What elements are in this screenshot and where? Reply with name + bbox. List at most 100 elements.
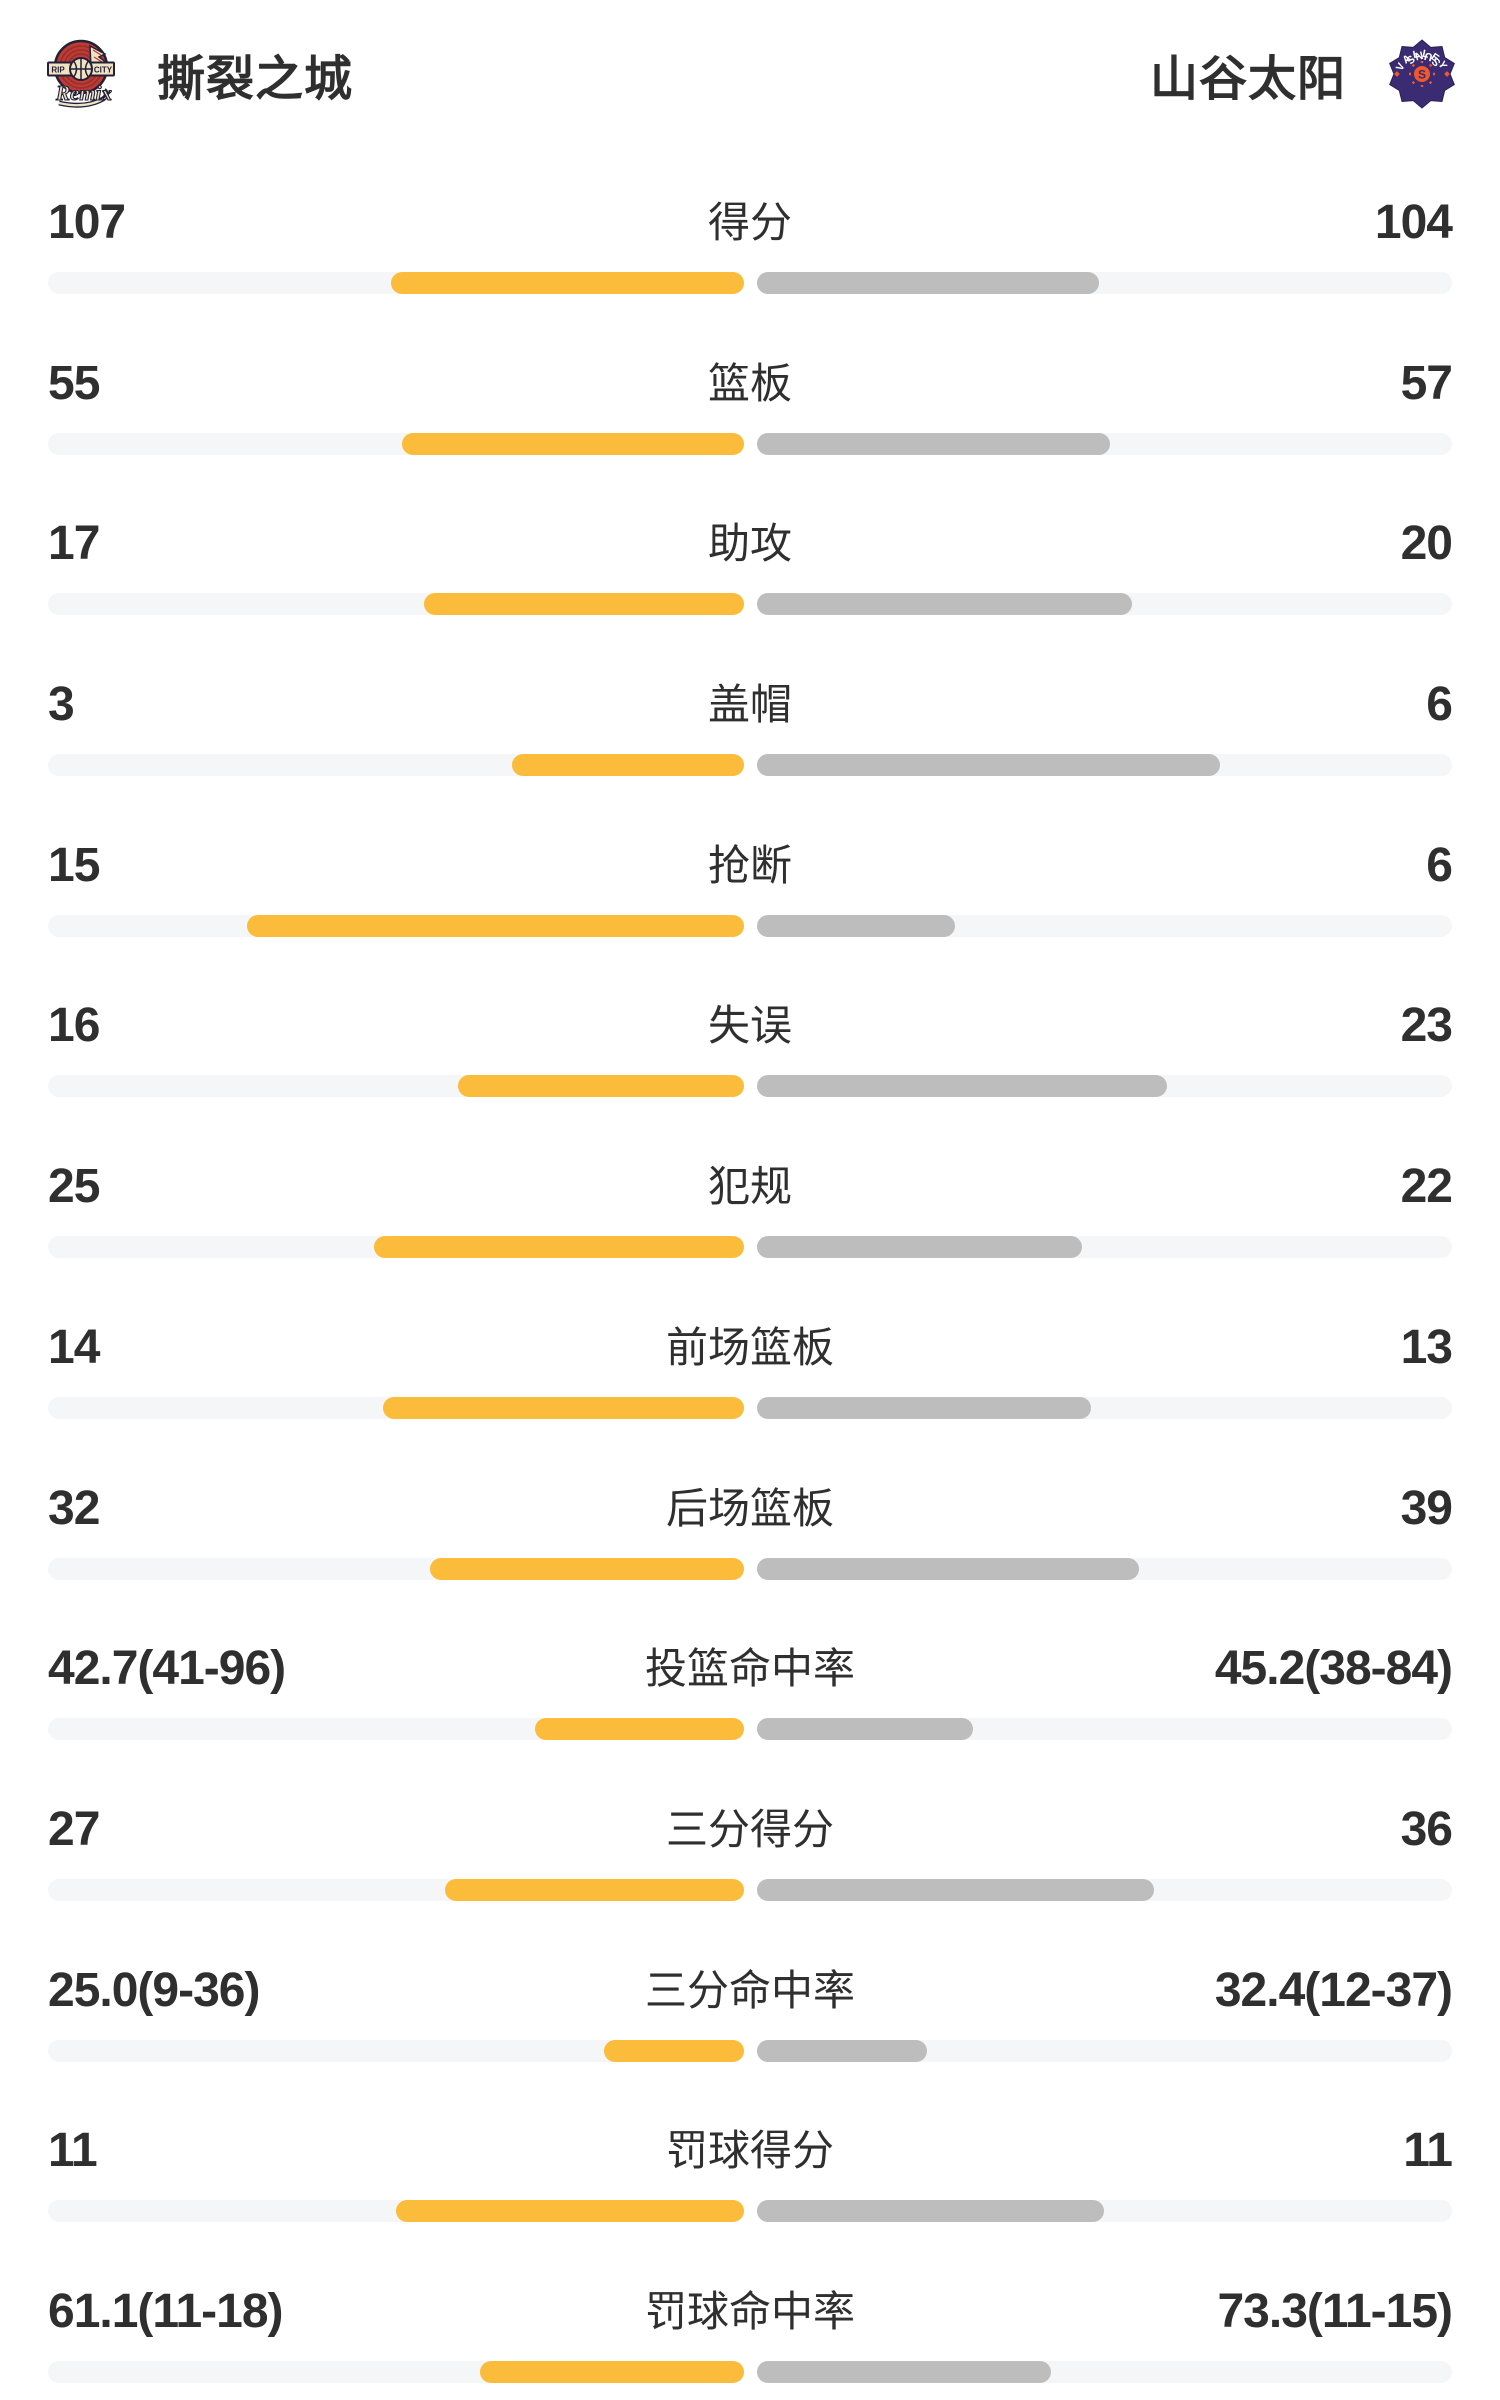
home-bar-track xyxy=(48,593,744,616)
stat-bars xyxy=(48,754,1452,777)
away-value: 45.2(38-84) xyxy=(1214,1642,1453,1696)
away-value: 22 xyxy=(1400,1160,1453,1214)
stat-bars xyxy=(48,1396,1452,1419)
stat-label: 罚球命中率 xyxy=(644,2287,855,2335)
stat-row: 32 后场篮板 39 xyxy=(0,1430,1500,1591)
away-value: 39 xyxy=(1400,1481,1453,1535)
away-bar-fill xyxy=(756,2200,1105,2223)
stat-bars xyxy=(48,2360,1452,2383)
stat-label: 三分命中率 xyxy=(644,1966,855,2014)
stat-bars xyxy=(48,272,1452,294)
away-value: 11 xyxy=(1403,2124,1453,2178)
stat-row: 17 助攻 20 xyxy=(0,465,1500,626)
stat-label: 后场篮板 xyxy=(665,1484,834,1532)
home-bar-track xyxy=(48,914,744,937)
home-bar-track xyxy=(48,2039,744,2062)
stat-bars xyxy=(48,1878,1452,1901)
stat-bars xyxy=(48,593,1452,616)
away-bar-track xyxy=(756,2039,1452,2062)
home-bar-track xyxy=(48,432,744,455)
away-bar-track xyxy=(756,1396,1452,1419)
stat-label: 篮板 xyxy=(707,359,792,407)
home-bar-fill xyxy=(390,272,744,294)
home-value: 55 xyxy=(48,356,100,410)
home-bar-fill xyxy=(511,754,744,777)
home-logo-text-rip: RIP xyxy=(51,66,65,75)
away-bar-track xyxy=(756,1236,1452,1259)
stat-bars xyxy=(48,432,1452,455)
sun-icon xyxy=(1409,61,1435,87)
away-bar-track xyxy=(756,593,1452,616)
svg-text:S: S xyxy=(1418,68,1426,82)
home-value: 61.1(11-18) xyxy=(48,2284,284,2338)
home-value: 16 xyxy=(48,999,100,1053)
away-value: 23 xyxy=(1400,999,1453,1053)
away-bar-track xyxy=(756,914,1452,937)
home-team-logo-icon[interactable]: RIP CITY Remix xyxy=(45,38,117,110)
away-value: 73.3(11-15) xyxy=(1217,2284,1453,2338)
home-bar-track xyxy=(48,1557,744,1580)
stat-line: 15 抢断 6 xyxy=(48,787,1453,899)
home-bar-fill xyxy=(246,914,744,937)
stat-row: 25.0(9-36) 三分命中率 32.4(12-37) xyxy=(0,1912,1500,2073)
stats-list: 107 得分 104 55 篮板 57 xyxy=(0,144,1500,2394)
stat-line: 17 助攻 20 xyxy=(48,465,1453,577)
away-team-name[interactable]: 山谷太阳 xyxy=(1149,53,1346,106)
home-bar-fill xyxy=(479,2360,744,2383)
home-bar-track xyxy=(48,754,744,777)
stat-line: 25 犯规 22 xyxy=(48,1108,1453,1220)
home-team[interactable]: RIP CITY Remix 撕裂之城 xyxy=(45,38,353,110)
away-bar-fill xyxy=(756,2039,927,2062)
home-bar-track xyxy=(48,1236,744,1259)
stat-row: 11 罚球得分 11 xyxy=(0,2072,1500,2233)
stat-line: 55 篮板 57 xyxy=(48,305,1453,417)
home-bar-track xyxy=(48,1396,744,1419)
stat-row: 15 抢断 6 xyxy=(0,787,1500,948)
away-bar-fill xyxy=(756,914,956,937)
stat-row: 14 前场篮板 13 xyxy=(0,1269,1500,1430)
home-team-name[interactable]: 撕裂之城 xyxy=(157,53,354,106)
stat-line: 27 三分得分 36 xyxy=(48,1751,1453,1863)
home-value: 27 xyxy=(48,1802,100,1856)
header: RIP CITY Remix 撕裂之城 山谷太阳 VALLEY xyxy=(0,0,1500,110)
away-team[interactable]: 山谷太阳 VALLEY SUNS S xyxy=(1150,38,1458,110)
stat-label: 助攻 xyxy=(707,520,792,568)
away-bar-track xyxy=(756,1075,1452,1098)
away-bar-fill xyxy=(756,1718,973,1741)
home-logo-text-city: CITY xyxy=(94,66,113,75)
stat-label: 投篮命中率 xyxy=(644,1645,855,1693)
away-bar-fill xyxy=(756,432,1111,455)
home-bar-fill xyxy=(458,1075,744,1098)
stat-row: 25 犯规 22 xyxy=(0,1108,1500,1269)
away-bar-fill xyxy=(756,1075,1167,1098)
away-value: 36 xyxy=(1400,1802,1453,1856)
home-bar-fill xyxy=(604,2039,744,2062)
away-value: 57 xyxy=(1400,356,1453,410)
home-value: 42.7(41-96) xyxy=(48,1642,286,1696)
stat-label: 罚球得分 xyxy=(665,2127,834,2175)
away-bar-fill xyxy=(756,1396,1092,1419)
away-bar-track xyxy=(756,2360,1452,2383)
home-value: 25 xyxy=(48,1160,100,1214)
stat-row: 61.1(11-18) 罚球命中率 73.3(11-15) xyxy=(0,2233,1500,2394)
home-value: 17 xyxy=(48,517,100,571)
home-bar-fill xyxy=(445,1878,744,1901)
away-bar-track xyxy=(756,1718,1452,1741)
stat-line: 107 得分 104 xyxy=(48,144,1453,256)
home-value: 107 xyxy=(48,196,126,249)
home-bar-fill xyxy=(401,432,744,455)
stat-label: 得分 xyxy=(707,199,792,246)
home-value: 32 xyxy=(48,1481,100,1535)
home-bar-fill xyxy=(423,593,744,616)
away-bar-track xyxy=(756,2200,1452,2223)
away-team-logo-icon[interactable]: VALLEY SUNS S xyxy=(1386,38,1458,110)
away-value: 32.4(12-37) xyxy=(1214,1963,1453,2017)
home-bar-fill xyxy=(373,1236,744,1259)
stat-row: 42.7(41-96) 投篮命中率 45.2(38-84) xyxy=(0,1590,1500,1751)
away-bar-fill xyxy=(756,754,1221,777)
away-bar-track xyxy=(756,272,1452,294)
stat-bars xyxy=(48,2200,1452,2223)
away-bar-track xyxy=(756,1557,1452,1580)
away-value: 6 xyxy=(1426,838,1453,892)
stat-label: 三分得分 xyxy=(665,1805,834,1853)
